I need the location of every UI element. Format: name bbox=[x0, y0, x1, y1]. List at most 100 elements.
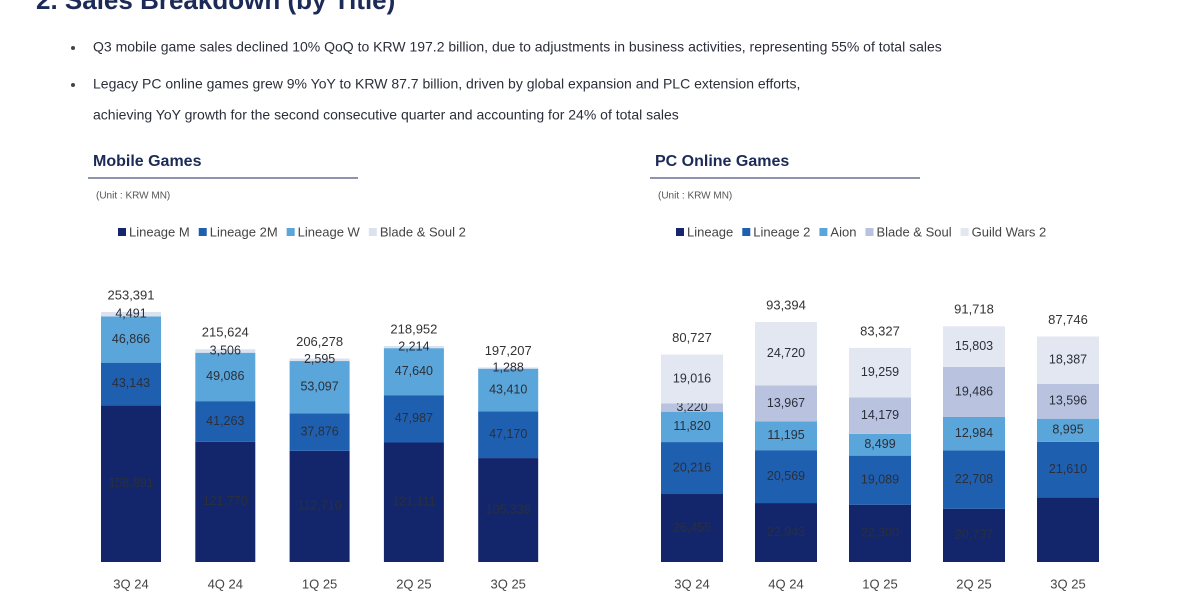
segment-label: 22,943 bbox=[767, 525, 805, 539]
bar-segment bbox=[849, 433, 911, 456]
chart-title: Mobile Games bbox=[93, 153, 202, 170]
x-tick-label: 1Q 25 bbox=[302, 576, 337, 591]
bar-segment bbox=[383, 345, 444, 349]
segment-label: 37,876 bbox=[300, 424, 338, 438]
segment-label: 11,820 bbox=[673, 419, 710, 433]
bar-segment bbox=[755, 503, 817, 562]
segment-label: 47,640 bbox=[395, 364, 433, 378]
bar-segment bbox=[755, 421, 817, 451]
segment-label: 46,866 bbox=[112, 332, 150, 346]
segment-label: 4,491 bbox=[115, 307, 146, 321]
bullet-dot bbox=[71, 46, 75, 50]
bar-segment bbox=[195, 401, 256, 442]
bar-segment bbox=[101, 316, 161, 363]
segment-label: 24,720 bbox=[767, 346, 805, 360]
bar-segment bbox=[755, 322, 817, 386]
legend-label: Lineage M bbox=[129, 224, 190, 239]
total-label: 80,727 bbox=[672, 330, 712, 345]
x-tick-label: 2Q 25 bbox=[396, 576, 431, 591]
segment-label: 22,708 bbox=[955, 472, 993, 486]
segment-label: 3,506 bbox=[210, 343, 241, 357]
total-label: 253,391 bbox=[108, 287, 155, 302]
segment-label: 8,995 bbox=[1052, 423, 1083, 437]
segment-label: 20,737 bbox=[955, 528, 993, 542]
segment-label: 49,086 bbox=[206, 369, 244, 383]
segment-label: 1,288 bbox=[493, 360, 524, 374]
segment-label: 8,499 bbox=[864, 437, 895, 451]
bar-segment bbox=[101, 312, 161, 317]
bar-segment bbox=[195, 441, 256, 562]
segment-label: 112,710 bbox=[297, 499, 341, 513]
bar-segment bbox=[661, 354, 723, 404]
segment-label: 21,610 bbox=[1049, 462, 1087, 476]
x-tick-label: 3Q 25 bbox=[490, 576, 525, 591]
legend-label: Lineage 2 bbox=[753, 224, 810, 239]
legend-label: Lineage 2M bbox=[210, 224, 278, 239]
segment-label: 18,387 bbox=[1049, 352, 1087, 366]
bar-segment bbox=[849, 455, 911, 505]
bar-segment bbox=[1037, 383, 1099, 419]
unit-note: (Unit : KRW MN) bbox=[658, 191, 732, 202]
bar-segment bbox=[661, 442, 723, 495]
bar-segment bbox=[849, 504, 911, 562]
legend-swatch bbox=[960, 228, 969, 236]
segment-label: 2,595 bbox=[304, 352, 335, 366]
segment-label: 158,891 bbox=[108, 476, 153, 490]
bar-segment bbox=[195, 352, 256, 402]
bar-segment bbox=[478, 367, 539, 369]
legend-label: Lineage W bbox=[298, 224, 361, 239]
segment-label: 19,486 bbox=[955, 384, 993, 398]
bar-segment bbox=[1037, 497, 1099, 562]
bullet-text: Legacy PC online games grew 9% YoY to KR… bbox=[93, 76, 800, 92]
segment-label: 20,569 bbox=[767, 469, 805, 483]
bar-segment bbox=[289, 361, 350, 414]
bar-segment bbox=[383, 395, 444, 443]
x-tick-label: 2Q 25 bbox=[956, 576, 991, 591]
bar-segment bbox=[478, 368, 539, 412]
bar-segment bbox=[1037, 336, 1099, 384]
bar-segment bbox=[661, 494, 723, 562]
x-tick-label: 4Q 24 bbox=[768, 576, 803, 591]
bar-segment bbox=[195, 349, 256, 353]
segment-label: 47,987 bbox=[395, 411, 433, 425]
x-tick-label: 3Q 24 bbox=[674, 576, 709, 591]
bar-segment bbox=[849, 347, 911, 398]
legend-swatch bbox=[742, 228, 751, 236]
segment-label: 14,179 bbox=[861, 408, 899, 422]
segment-label: 13,967 bbox=[767, 396, 805, 410]
bar-segment bbox=[943, 366, 1005, 417]
chart-title: PC Online Games bbox=[655, 153, 789, 170]
bullet-dot bbox=[71, 83, 75, 87]
legend-swatch bbox=[819, 228, 828, 236]
segment-label: 19,089 bbox=[861, 472, 899, 486]
bar-segment bbox=[943, 450, 1005, 509]
total-label: 206,278 bbox=[296, 334, 343, 349]
legend-swatch bbox=[676, 228, 684, 236]
bar-segment bbox=[101, 362, 161, 406]
legend-label: Blade & Soul bbox=[876, 224, 951, 239]
bar-segment bbox=[101, 405, 161, 562]
bar-segment bbox=[1037, 441, 1099, 498]
legend-label: Guild Wars 2 bbox=[972, 224, 1047, 239]
bar-segment bbox=[755, 450, 817, 504]
total-label: 93,394 bbox=[766, 297, 806, 312]
bar-segment bbox=[289, 358, 350, 362]
total-label: 91,718 bbox=[954, 302, 994, 317]
legend-swatch bbox=[286, 228, 295, 236]
bar-segment bbox=[755, 385, 817, 422]
segment-label: 11,195 bbox=[767, 428, 804, 442]
bar-segment bbox=[383, 442, 444, 562]
total-label: 218,952 bbox=[390, 321, 437, 336]
bar-segment bbox=[1037, 418, 1099, 442]
bullet-text: Q3 mobile game sales declined 10% QoQ to… bbox=[93, 39, 942, 55]
bar-segment bbox=[661, 403, 723, 412]
unit-note: (Unit : KRW MN) bbox=[96, 191, 170, 202]
total-label: 87,746 bbox=[1048, 312, 1088, 327]
bar-segment bbox=[849, 397, 911, 434]
segment-label: 19,016 bbox=[673, 371, 711, 385]
segment-label: 2,214 bbox=[398, 339, 429, 353]
segment-label: 26,455 bbox=[673, 520, 711, 534]
bar-segment bbox=[289, 413, 350, 451]
bar-segment bbox=[943, 416, 1005, 451]
